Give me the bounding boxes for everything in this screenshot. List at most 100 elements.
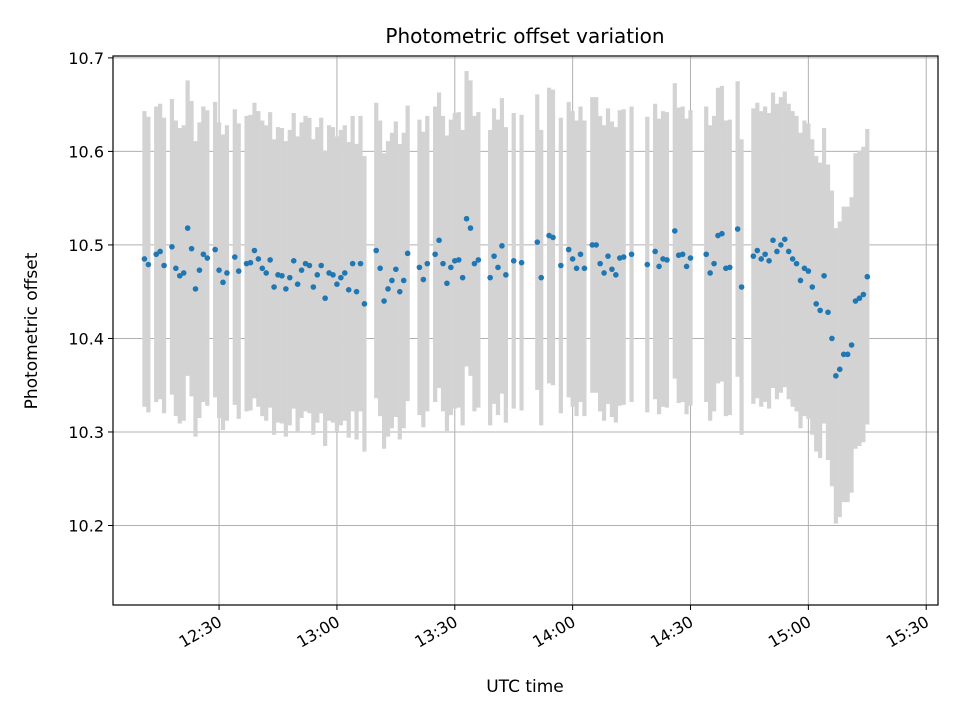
data-point xyxy=(664,257,670,263)
data-point xyxy=(503,272,509,278)
data-point xyxy=(404,250,411,257)
data-point xyxy=(510,258,517,264)
data-point xyxy=(593,242,600,248)
data-point xyxy=(440,260,446,267)
data-point xyxy=(444,280,450,287)
data-point xyxy=(459,274,466,281)
data-point xyxy=(597,260,603,267)
data-point xyxy=(389,277,395,284)
data-point xyxy=(338,274,344,281)
data-points xyxy=(141,215,871,379)
data-point xyxy=(750,253,757,259)
data-point xyxy=(491,253,497,259)
y-tick-label: 10.4 xyxy=(68,329,104,348)
data-point xyxy=(829,335,835,342)
data-point xyxy=(153,251,160,258)
data-point xyxy=(455,257,462,263)
data-point xyxy=(534,239,541,245)
y-tick-label: 10.2 xyxy=(68,517,104,536)
data-point xyxy=(860,291,867,298)
data-point xyxy=(192,286,199,292)
data-point xyxy=(793,260,800,267)
data-point xyxy=(345,287,352,293)
data-point xyxy=(298,267,305,273)
data-point xyxy=(613,272,619,278)
data-point xyxy=(840,351,847,358)
data-point xyxy=(754,247,761,254)
data-point xyxy=(188,245,195,252)
data-point xyxy=(652,248,658,255)
data-point xyxy=(766,258,772,264)
data-point xyxy=(833,373,839,379)
data-point xyxy=(212,246,218,253)
data-point xyxy=(671,228,678,234)
data-point xyxy=(267,257,273,263)
data-point xyxy=(762,251,768,258)
data-point xyxy=(381,298,387,304)
data-point xyxy=(703,251,710,258)
data-point xyxy=(334,281,340,288)
data-point xyxy=(719,230,725,237)
data-point xyxy=(809,284,816,290)
data-point xyxy=(848,342,855,348)
data-point xyxy=(565,246,572,253)
data-point xyxy=(738,284,745,290)
data-point xyxy=(318,262,325,269)
data-point xyxy=(314,272,321,278)
data-point xyxy=(679,251,686,258)
data-point xyxy=(569,256,576,262)
data-point xyxy=(864,273,871,280)
data-point xyxy=(294,281,301,288)
data-point xyxy=(416,264,423,271)
data-point xyxy=(263,270,270,276)
y-tick-label: 10.6 xyxy=(68,142,104,161)
y-axis: 10.2 10.3 10.4 10.5 10.6 10.7 xyxy=(68,49,113,536)
data-point xyxy=(255,256,262,262)
data-point xyxy=(801,265,808,272)
data-point xyxy=(259,265,266,272)
data-point xyxy=(448,264,454,271)
data-point xyxy=(349,260,356,267)
data-point xyxy=(774,248,780,255)
data-point xyxy=(825,309,831,316)
data-point xyxy=(436,237,442,244)
data-point xyxy=(169,243,175,250)
data-point xyxy=(558,262,564,269)
data-point xyxy=(778,242,784,248)
data-point xyxy=(620,254,627,260)
data-point xyxy=(471,260,478,267)
data-point xyxy=(852,298,859,304)
data-point xyxy=(805,268,812,274)
data-point xyxy=(224,270,230,276)
data-point xyxy=(173,265,179,272)
data-point xyxy=(836,366,843,373)
plot-frame xyxy=(112,55,939,606)
data-point xyxy=(707,270,713,276)
data-point xyxy=(204,255,211,261)
y-tick-label: 10.5 xyxy=(68,236,104,255)
data-point xyxy=(644,261,651,268)
data-point xyxy=(145,261,152,268)
data-point xyxy=(856,295,863,302)
y-axis-label: Photometric offset xyxy=(22,252,42,409)
data-point xyxy=(573,265,580,272)
data-point xyxy=(216,267,222,273)
x-axis-label: UTC time xyxy=(486,677,564,697)
data-point xyxy=(687,255,694,261)
data-point xyxy=(813,301,820,307)
data-point xyxy=(789,256,796,262)
data-point xyxy=(196,267,203,273)
data-point xyxy=(605,253,611,259)
data-point xyxy=(609,266,615,273)
data-point xyxy=(467,225,474,231)
data-point xyxy=(184,225,191,231)
data-point xyxy=(817,307,823,314)
y-tick-label: 10.7 xyxy=(68,49,104,68)
data-point xyxy=(235,268,242,274)
data-point xyxy=(361,301,368,307)
data-point xyxy=(357,260,364,267)
data-point xyxy=(279,272,285,279)
data-point xyxy=(844,351,851,358)
data-point xyxy=(581,265,588,272)
